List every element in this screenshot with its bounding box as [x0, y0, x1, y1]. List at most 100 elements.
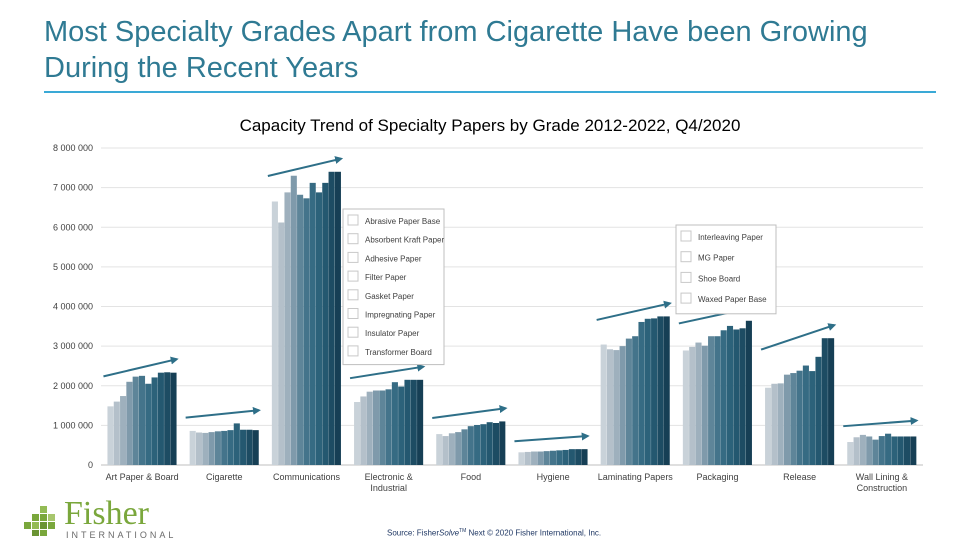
source-prefix: Source: Fisher [387, 528, 440, 538]
legend-label: Waxed Paper Base [698, 295, 767, 304]
bar [372, 390, 380, 465]
bar [701, 345, 708, 465]
bar [189, 430, 196, 465]
legend-label: Shoe Board [698, 274, 740, 283]
trend-arrow [103, 356, 179, 378]
legend-label: Abrasive Paper Base [365, 217, 441, 226]
bar [714, 336, 721, 465]
fisher-logo: Fisher INTERNATIONAL [24, 496, 184, 544]
bar [132, 376, 139, 465]
bar [448, 433, 455, 465]
legend-swatch [680, 230, 692, 242]
bar [278, 222, 285, 465]
bar [771, 383, 778, 465]
bar [240, 429, 247, 465]
bar [208, 432, 215, 465]
legend-label: Filter Paper [365, 273, 407, 282]
bar-group [267, 156, 344, 466]
bar [708, 336, 715, 465]
bar [322, 182, 329, 465]
y-tick-label: 8 000 000 [53, 143, 93, 153]
bar [524, 451, 531, 465]
bar [556, 450, 563, 465]
bar-group [596, 300, 672, 465]
bar [417, 379, 424, 465]
bar [549, 450, 557, 465]
bar [309, 182, 316, 465]
x-tick-label: Wall Lining & Construction [856, 472, 908, 493]
bar [853, 437, 860, 465]
x-tick-label-line: Art Paper & Board [106, 472, 179, 482]
bar [632, 336, 639, 465]
bar-group [760, 323, 837, 465]
legend-swatch [347, 214, 359, 226]
trend-arrow [514, 432, 590, 443]
bar [866, 436, 873, 465]
source-rest: Next © 2020 Fisher International, Inc. [466, 528, 602, 538]
bar [436, 434, 443, 465]
bar [859, 434, 866, 465]
bar [581, 449, 588, 465]
legend-label: Absorbent Kraft Paper [365, 236, 444, 245]
bar [847, 442, 854, 465]
bar [537, 451, 544, 465]
bar [872, 439, 879, 465]
bar-group [103, 356, 179, 465]
fisher-logo-icon [24, 506, 55, 536]
bar [145, 383, 152, 465]
legend-frame [342, 208, 445, 366]
bar [809, 371, 816, 465]
bar [227, 430, 234, 465]
page-title: Most Specialty Grades Apart from Cigaret… [44, 16, 868, 84]
y-tick-label: 2 000 000 [53, 381, 93, 391]
bar [246, 429, 253, 465]
y-tick-label: 5 000 000 [53, 262, 93, 272]
x-tick-label: Release [783, 472, 816, 482]
bar [120, 396, 127, 465]
bar [379, 390, 386, 465]
x-tick-label-line: Industrial [370, 483, 407, 493]
bar [297, 194, 304, 465]
source-tm: TM [459, 528, 467, 534]
bar-group [843, 417, 919, 465]
x-tick-label: Cigarette [206, 472, 243, 482]
bar [195, 432, 203, 465]
y-tick-label: 7 000 000 [53, 183, 93, 193]
bar [531, 451, 538, 465]
bar [290, 175, 297, 466]
bar [885, 433, 892, 465]
y-tick-label: 6 000 000 [53, 222, 93, 232]
bar [897, 436, 904, 465]
legend-label: Adhesive Paper [365, 254, 422, 263]
legend: Abrasive Paper Base Absorbent Kraft Paper… [342, 208, 445, 366]
bar-group [432, 405, 508, 465]
bar [385, 389, 392, 465]
bar [575, 449, 582, 465]
x-tick-label-line: Wall Lining & [856, 472, 908, 482]
x-tick-label: Hygiene [537, 472, 570, 482]
bar [391, 382, 398, 465]
bar-group [185, 406, 261, 465]
y-tick-label: 1 000 000 [53, 420, 93, 430]
bar [765, 387, 772, 465]
x-tick-label-line: Packaging [696, 472, 738, 482]
bar [480, 424, 487, 465]
bar [726, 325, 734, 465]
bar [442, 436, 449, 465]
y-tick-label: 3 000 000 [53, 341, 93, 351]
bar [562, 449, 569, 465]
title-divider [44, 91, 936, 93]
x-tick-label-line: Cigarette [206, 472, 243, 482]
bar [455, 432, 462, 465]
bar [695, 342, 702, 465]
bar [486, 422, 493, 465]
x-tick-label: Packaging [696, 472, 738, 482]
bar [499, 421, 506, 465]
legend-swatch [347, 251, 359, 263]
legend-swatch [680, 251, 692, 263]
x-tick-label-line: Hygiene [537, 472, 570, 482]
x-tick-label: Art Paper & Board [106, 472, 179, 482]
legend-swatch [347, 345, 359, 357]
bar [568, 449, 575, 465]
bar [783, 374, 791, 465]
